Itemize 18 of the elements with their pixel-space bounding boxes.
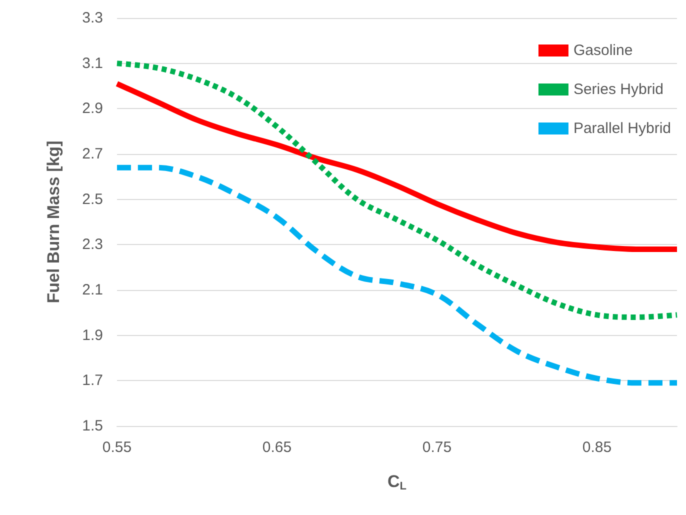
- legend-label: Series Hybrid: [573, 81, 664, 98]
- y-tick-label: 1.7: [82, 372, 103, 390]
- y-tick-label: 3.3: [82, 10, 103, 26]
- y-tick-label: 2.7: [82, 146, 103, 162]
- x-tick-label: 0.65: [262, 439, 292, 456]
- y-tick-label: 2.1: [82, 282, 103, 298]
- y-axis-title: Fuel Burn Mass [kg]: [44, 140, 63, 304]
- y-tick-label: 2.5: [82, 190, 103, 208]
- y-tick-label: 3.1: [82, 54, 103, 72]
- x-tick-label: 0.85: [582, 439, 612, 456]
- y-tick-label: 1.9: [82, 326, 103, 344]
- legend-label: Gasoline: [573, 42, 633, 59]
- x-tick-label: 0.75: [422, 439, 452, 456]
- y-tick-label: 2.3: [82, 236, 103, 254]
- y-tick-label: 1.5: [82, 418, 103, 434]
- y-tick-label: 2.9: [82, 100, 103, 118]
- x-tick-label: 0.55: [102, 439, 132, 456]
- legend-label: Parallel Hybrid: [573, 120, 672, 137]
